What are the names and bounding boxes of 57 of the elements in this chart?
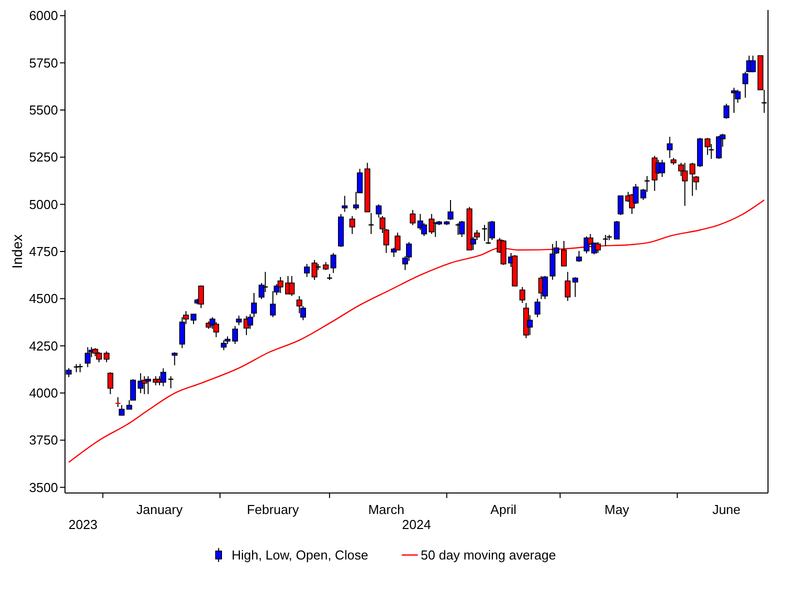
candlestick [342,195,348,212]
candlestick [519,286,526,304]
y-tick-label: 5000 [29,196,58,212]
candlestick [251,292,257,318]
legend-label: High, Low, Open, Close [232,548,368,563]
candlestick [614,220,620,240]
candlestick [168,376,174,389]
candlestick [572,276,578,298]
candlestick [107,372,114,395]
candlestick [330,252,336,274]
candlestick [349,216,356,234]
candlestick [550,243,556,280]
x-tick-label: June [712,502,741,517]
candlestick [220,340,227,351]
y-tick-label: 4250 [29,338,58,354]
y-tick-label: 4500 [29,291,58,306]
text: 2023 [68,517,98,532]
y-tick-label: 4000 [29,386,58,401]
x-tick-label: April [490,502,517,517]
candlestick [682,162,688,206]
candlestick [534,298,540,318]
y-tick-label: 3750 [29,432,58,448]
candlestick [84,346,91,368]
y-tick-label: 4750 [29,244,58,260]
y-tick-label: 5500 [29,102,58,118]
candlestick [172,352,178,366]
candlestick [618,195,624,216]
candlestick [145,376,152,395]
candlestick [288,276,295,297]
candlestick [118,404,125,416]
candlestick [716,135,722,160]
candlestick [666,136,673,158]
legend-label: 50 day moving average [420,548,556,563]
candlestick [160,368,166,387]
candlestick [576,250,582,262]
x-tick-label: March [368,502,404,517]
y-tick-label: 5250 [29,150,58,165]
candlestick [410,209,416,226]
candlestick [448,199,454,220]
y-tick-label: 6000 [29,8,58,24]
candlestick [564,271,571,302]
candlestick [542,276,548,300]
candlestick [489,220,495,240]
x-tick-label: January [136,502,184,517]
candlestick [595,242,601,254]
line-series [68,199,765,463]
y-tick-label: 5750 [29,55,58,70]
y-axis-title: Index [9,234,25,269]
candlestick [376,204,382,218]
x-tick-label: February [246,502,300,517]
x-tick-label: May [604,502,630,517]
y-tick-label: 3500 [29,480,58,495]
candlestick [724,103,730,120]
candlestick [561,240,567,267]
candlestick [198,284,204,309]
candlestick [659,159,666,178]
text: 2024 [402,517,431,532]
